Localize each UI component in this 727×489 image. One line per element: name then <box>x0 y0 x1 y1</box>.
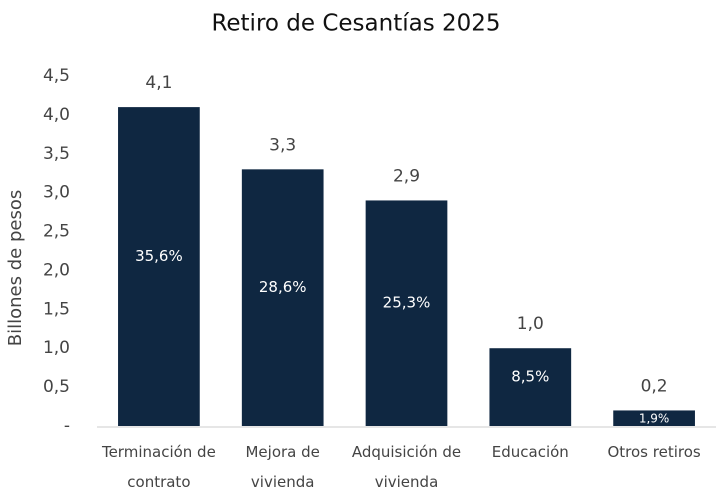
value-label: 4,1 <box>145 73 172 93</box>
y-tick-label: 1,5 <box>43 299 70 319</box>
y-tick-label: 4,0 <box>43 105 70 125</box>
share-label: 8,5% <box>511 368 549 386</box>
x-tick-label: Otros retiros <box>607 443 701 461</box>
y-tick-label: 4,5 <box>43 66 70 86</box>
y-tick-label: 3,0 <box>43 183 70 203</box>
y-tick-label: - <box>64 416 70 436</box>
bar <box>489 348 572 426</box>
x-tick-label: Mejora de vivienda <box>245 443 320 489</box>
value-label: 0,2 <box>641 376 668 396</box>
bar <box>241 169 324 427</box>
bar <box>613 410 695 426</box>
y-tick-label: 2,5 <box>43 222 70 242</box>
bar <box>365 200 448 426</box>
value-label: 2,9 <box>393 166 420 186</box>
share-label: 35,6% <box>135 247 183 265</box>
value-label: 1,0 <box>517 314 544 334</box>
bar <box>118 107 200 426</box>
y-tick-label: 1,0 <box>43 338 70 358</box>
value-label: 3,3 <box>269 135 296 155</box>
y-tick-label: 0,5 <box>43 377 70 397</box>
y-tick-label: 2,0 <box>43 260 70 280</box>
chart-title: Retiro de Cesantías 2025 <box>211 11 500 37</box>
x-tick-label: Adquisición de vivienda <box>351 443 462 489</box>
x-tick-label: Educación <box>491 443 569 461</box>
share-label: 28,6% <box>259 278 307 296</box>
x-tick-label: Terminación de contrato <box>101 443 216 489</box>
share-label: 1,9% <box>639 412 670 426</box>
share-label: 25,3% <box>383 294 431 312</box>
y-axis-label: Billones de pesos <box>5 190 26 346</box>
y-tick-label: 3,5 <box>43 144 70 164</box>
